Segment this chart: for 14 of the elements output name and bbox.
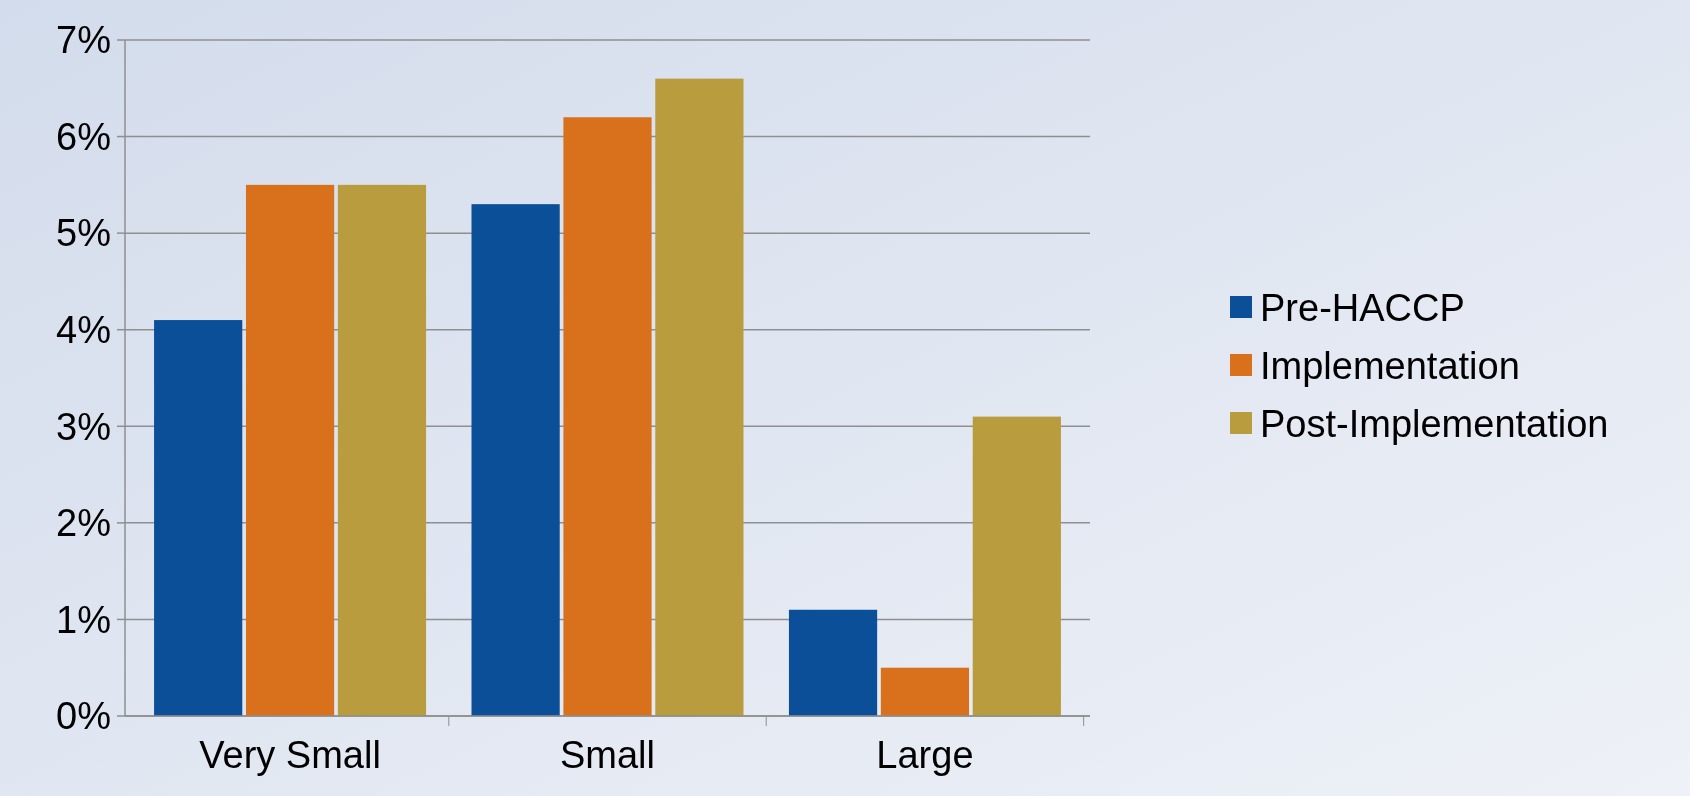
x-tick-label: Small (559, 734, 656, 776)
y-tick-label: 1% (56, 598, 111, 641)
y-tick-label: 4% (56, 309, 111, 352)
x-tick-label: Large (876, 734, 974, 776)
y-tick-label: 3% (56, 405, 111, 448)
x-tick-label: Very Small (199, 734, 381, 776)
legend-label: Implementation (1260, 345, 1520, 388)
y-tick-label: 0% (56, 695, 111, 738)
legend-label: Pre-HACCP (1260, 287, 1465, 330)
legend-label: Post-Implementation (1260, 403, 1609, 446)
y-tick-label: 5% (56, 212, 111, 255)
y-tick-label: 6% (56, 115, 111, 158)
y-tick-label: 7% (56, 19, 111, 62)
y-tick-label: 2% (56, 502, 111, 545)
